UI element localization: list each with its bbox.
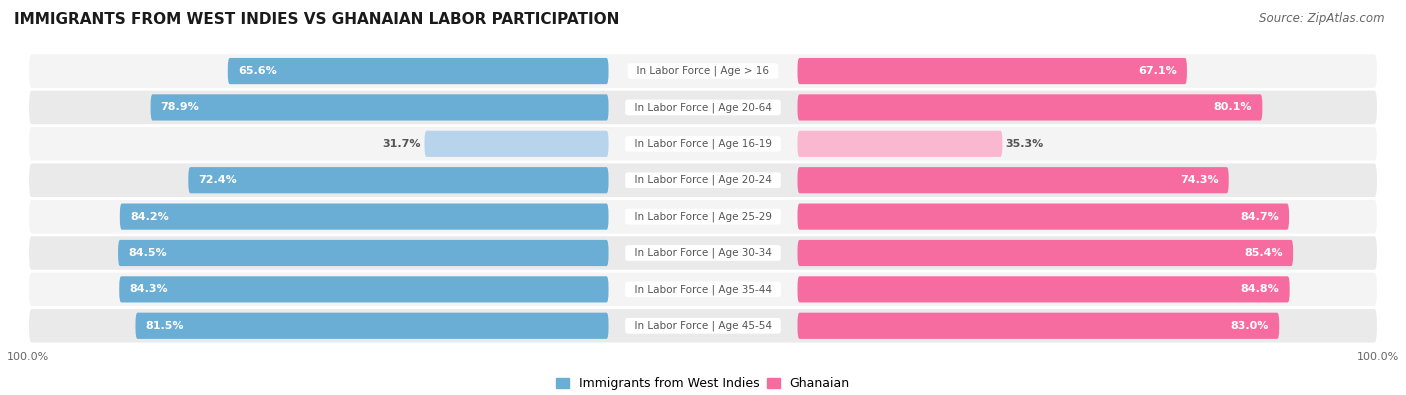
FancyBboxPatch shape [28,308,1378,344]
FancyBboxPatch shape [28,126,1378,162]
Text: 80.1%: 80.1% [1213,102,1253,113]
Text: In Labor Force | Age 16-19: In Labor Force | Age 16-19 [627,139,779,149]
FancyBboxPatch shape [120,203,609,230]
Text: In Labor Force | Age 25-29: In Labor Force | Age 25-29 [627,211,779,222]
FancyBboxPatch shape [228,58,609,84]
FancyBboxPatch shape [797,313,1279,339]
Text: In Labor Force | Age 20-24: In Labor Force | Age 20-24 [628,175,778,186]
FancyBboxPatch shape [797,94,1263,120]
FancyBboxPatch shape [28,235,1378,271]
Text: 72.4%: 72.4% [198,175,238,185]
Text: IMMIGRANTS FROM WEST INDIES VS GHANAIAN LABOR PARTICIPATION: IMMIGRANTS FROM WEST INDIES VS GHANAIAN … [14,12,620,27]
FancyBboxPatch shape [28,53,1378,89]
Legend: Immigrants from West Indies, Ghanaian: Immigrants from West Indies, Ghanaian [551,372,855,395]
FancyBboxPatch shape [150,94,609,120]
Text: 65.6%: 65.6% [238,66,277,76]
FancyBboxPatch shape [118,240,609,266]
FancyBboxPatch shape [28,162,1378,198]
Text: 35.3%: 35.3% [1005,139,1045,149]
Text: 67.1%: 67.1% [1137,66,1177,76]
FancyBboxPatch shape [120,276,609,303]
Text: In Labor Force | Age 20-64: In Labor Force | Age 20-64 [628,102,778,113]
FancyBboxPatch shape [797,276,1289,303]
FancyBboxPatch shape [797,203,1289,230]
FancyBboxPatch shape [797,58,1187,84]
Text: Source: ZipAtlas.com: Source: ZipAtlas.com [1260,12,1385,25]
FancyBboxPatch shape [28,271,1378,307]
Text: 78.9%: 78.9% [160,102,200,113]
Text: 84.5%: 84.5% [128,248,167,258]
Text: In Labor Force | Age 30-34: In Labor Force | Age 30-34 [628,248,778,258]
Text: In Labor Force | Age > 16: In Labor Force | Age > 16 [630,66,776,76]
FancyBboxPatch shape [797,167,1229,193]
Text: In Labor Force | Age 35-44: In Labor Force | Age 35-44 [627,284,779,295]
Text: 84.8%: 84.8% [1240,284,1279,294]
Text: 85.4%: 85.4% [1244,248,1284,258]
Text: 81.5%: 81.5% [146,321,184,331]
FancyBboxPatch shape [797,240,1294,266]
Text: 83.0%: 83.0% [1230,321,1270,331]
FancyBboxPatch shape [28,199,1378,235]
Text: 84.3%: 84.3% [129,284,167,294]
FancyBboxPatch shape [797,131,1002,157]
FancyBboxPatch shape [28,90,1378,125]
Text: 84.2%: 84.2% [129,212,169,222]
Text: 84.7%: 84.7% [1240,212,1279,222]
FancyBboxPatch shape [135,313,609,339]
Text: 74.3%: 74.3% [1180,175,1219,185]
Text: 31.7%: 31.7% [382,139,422,149]
FancyBboxPatch shape [425,131,609,157]
FancyBboxPatch shape [188,167,609,193]
Text: In Labor Force | Age 45-54: In Labor Force | Age 45-54 [627,320,779,331]
